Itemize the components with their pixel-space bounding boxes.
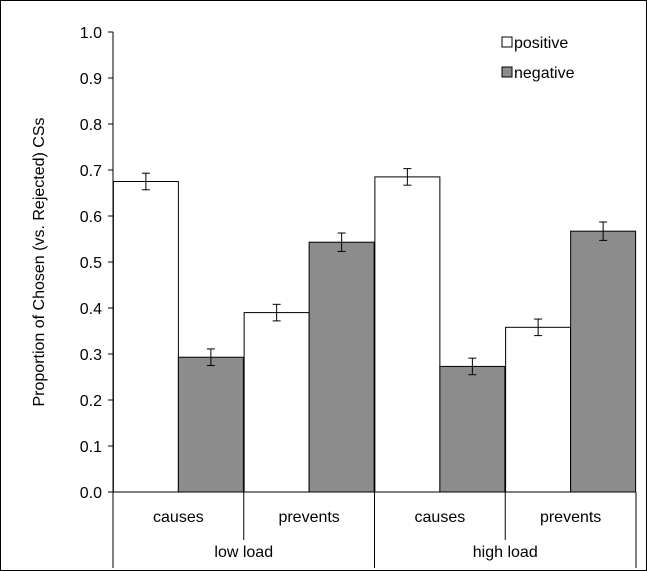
legend-label-positive: positive [514, 35, 568, 52]
y-tick-label: 0.0 [80, 485, 102, 502]
y-tick-label: 0.8 [80, 117, 102, 134]
legend-swatch-positive [501, 36, 513, 48]
y-tick-label: 0.5 [80, 255, 102, 272]
y-tick-label: 0.1 [80, 439, 102, 456]
bar-negative-1 [308, 241, 375, 493]
y-tick-label: 0.4 [80, 301, 102, 318]
error-bars [141, 168, 608, 376]
x-group-label: high load [473, 544, 538, 561]
bars [112, 176, 637, 493]
legend: positive negative [501, 35, 575, 82]
y-tick-label: 0.2 [80, 393, 102, 410]
y-axis-title: Proportion of Chosen (vs. Rejected) CSs [31, 117, 48, 406]
legend-label-negative: negative [514, 65, 575, 82]
bar-positive-3 [505, 326, 572, 493]
bar-negative-3 [570, 230, 637, 493]
x-category-label: prevents [540, 509, 601, 526]
y-tick-label: 0.6 [80, 209, 102, 226]
y-tick-label: 0.9 [80, 71, 102, 88]
x-category-label: prevents [278, 509, 339, 526]
bar-positive-2 [374, 176, 441, 493]
bar-positive-1 [243, 312, 310, 493]
bar-negative-2 [439, 365, 506, 493]
x-group-label: low load [214, 544, 273, 561]
bar-negative-0 [177, 356, 244, 493]
legend-swatch-negative [501, 66, 513, 78]
y-tick-label: 0.7 [80, 163, 102, 180]
y-axis-title-group: Proportion of Chosen (vs. Rejected) CSs [31, 117, 48, 406]
y-tick-label: 1.0 [80, 25, 102, 42]
x-category-label: causes [415, 509, 466, 526]
bar-positive-0 [112, 181, 179, 493]
y-tick-label: 0.3 [80, 347, 102, 364]
x-category-label: causes [153, 509, 204, 526]
x-axis: causes prevents causes prevents low load high… [112, 492, 637, 568]
